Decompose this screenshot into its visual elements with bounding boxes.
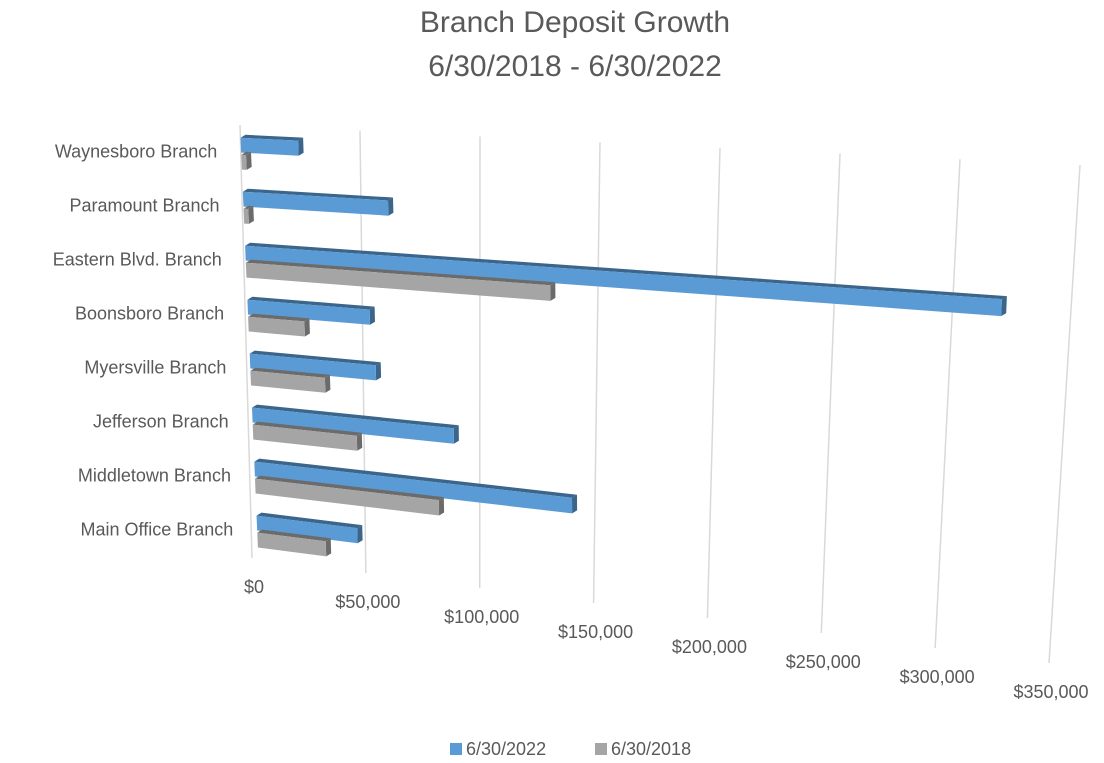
bar-side [325, 538, 332, 557]
x-tick-label: $100,000 [444, 607, 519, 627]
bar [242, 191, 389, 216]
bar-top [252, 421, 362, 436]
legend-label: 6/30/2018 [611, 739, 691, 759]
x-tick-label: $200,000 [672, 637, 747, 657]
bar-top [252, 404, 459, 429]
category-label: Waynesboro Branch [55, 142, 217, 162]
grid-line [706, 147, 721, 619]
bar [257, 532, 327, 557]
grid-line [1048, 164, 1081, 664]
x-tick-label: $350,000 [1013, 682, 1088, 702]
grid-line [592, 142, 601, 604]
bar-top [250, 367, 330, 378]
category-label: Main Office Branch [81, 519, 234, 539]
bar-side [550, 282, 556, 301]
bar-side [356, 432, 363, 451]
bar-top [245, 242, 1007, 300]
bar-top [245, 259, 556, 286]
bar-side [357, 525, 363, 544]
bar-top [240, 134, 304, 141]
legend-label: 6/30/2022 [466, 739, 546, 759]
bar-side [246, 152, 252, 170]
x-tick-label: $50,000 [335, 592, 400, 612]
bar-side [304, 318, 310, 337]
legend-swatch [450, 743, 462, 755]
bar-top [249, 350, 381, 366]
bar-side [1001, 296, 1007, 317]
grid-line [934, 159, 961, 649]
x-tick-label: $300,000 [900, 667, 975, 687]
bar-side [572, 494, 578, 514]
bar-top [241, 151, 251, 155]
bar [254, 461, 573, 514]
legend-swatch [595, 743, 607, 755]
x-tick-label: $0 [244, 577, 264, 597]
bar [245, 262, 551, 301]
category-label: Jefferson Branch [93, 411, 229, 431]
category-label: Myersville Branch [84, 357, 226, 377]
bar-top [256, 512, 363, 529]
category-label: Boonsboro Branch [75, 303, 224, 323]
bar [243, 208, 249, 224]
bar [245, 245, 1002, 317]
bar [255, 478, 440, 516]
bar-side [453, 425, 459, 444]
bar-top [248, 313, 310, 322]
bar [252, 407, 454, 444]
bar [241, 154, 247, 170]
bar [240, 137, 299, 156]
bar-top [254, 458, 578, 498]
bar-side [248, 206, 254, 224]
bar-side [375, 362, 382, 381]
bar [256, 515, 358, 544]
category-label: Paramount Branch [69, 195, 219, 215]
bar [247, 299, 370, 325]
x-tick-label: $250,000 [786, 652, 861, 672]
bar-side [388, 197, 394, 216]
bar-side [369, 306, 375, 325]
bar-top [247, 296, 375, 310]
bar [250, 370, 326, 393]
bar [248, 316, 305, 337]
bar-side [324, 374, 331, 393]
chart-title: Branch Deposit Growth [420, 6, 730, 39]
grid-line [239, 124, 253, 559]
category-label: Middletown Branch [78, 465, 231, 485]
x-tick-label: $150,000 [558, 622, 633, 642]
category-label: Eastern Blvd. Branch [53, 249, 222, 269]
bar-top [257, 529, 331, 542]
bar-top [255, 475, 444, 501]
chart-subtitle: 6/30/2018 - 6/30/2022 [428, 50, 722, 83]
bar-top [242, 188, 393, 201]
bar-top [243, 205, 254, 209]
bar [249, 353, 377, 381]
bar-side [438, 497, 445, 516]
bar [252, 424, 358, 451]
grid-line [820, 153, 841, 634]
bar-side [298, 137, 304, 156]
